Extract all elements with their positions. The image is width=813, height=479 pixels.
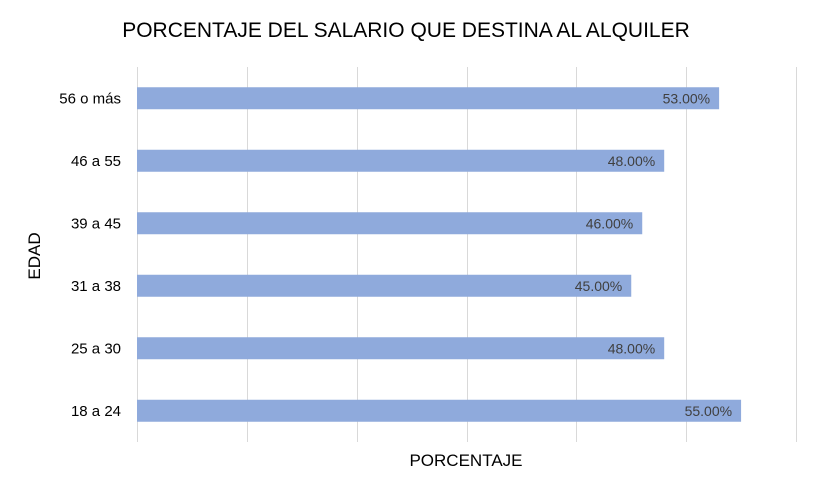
chart-title: PORCENTAJE DEL SALARIO QUE DESTINA AL AL… bbox=[122, 19, 690, 42]
bar bbox=[137, 274, 632, 297]
gridlines bbox=[137, 67, 797, 442]
data-label: 55.00% bbox=[685, 403, 732, 419]
bar bbox=[137, 212, 643, 235]
data-label: 45.00% bbox=[575, 278, 622, 294]
y-tick-label: 56 o más bbox=[59, 90, 121, 107]
y-tick-label: 18 a 24 bbox=[71, 403, 121, 420]
y-tick-label: 25 a 30 bbox=[71, 340, 121, 357]
y-tick-label: 39 a 45 bbox=[71, 215, 121, 232]
y-axis-title: EDAD bbox=[25, 232, 44, 279]
data-label: 48.00% bbox=[608, 340, 655, 356]
bar bbox=[137, 87, 720, 110]
bar bbox=[137, 337, 665, 360]
bars bbox=[137, 87, 742, 422]
data-label: 48.00% bbox=[608, 153, 655, 169]
y-tick-label: 46 a 55 bbox=[71, 153, 121, 170]
bar bbox=[137, 399, 742, 422]
data-label: 53.00% bbox=[663, 90, 710, 106]
y-tick-label: 31 a 38 bbox=[71, 278, 121, 295]
bar bbox=[137, 149, 665, 172]
data-label: 46.00% bbox=[586, 215, 633, 231]
y-tick-labels: 56 o más 46 a 55 39 a 45 31 a 38 25 a 30 18 a… bbox=[59, 90, 121, 420]
x-axis-title: PORCENTAJE bbox=[409, 451, 522, 470]
data-labels: 53.00% 48.00% 46.00% 45.00% 48.00% 55.00% bbox=[575, 90, 732, 419]
